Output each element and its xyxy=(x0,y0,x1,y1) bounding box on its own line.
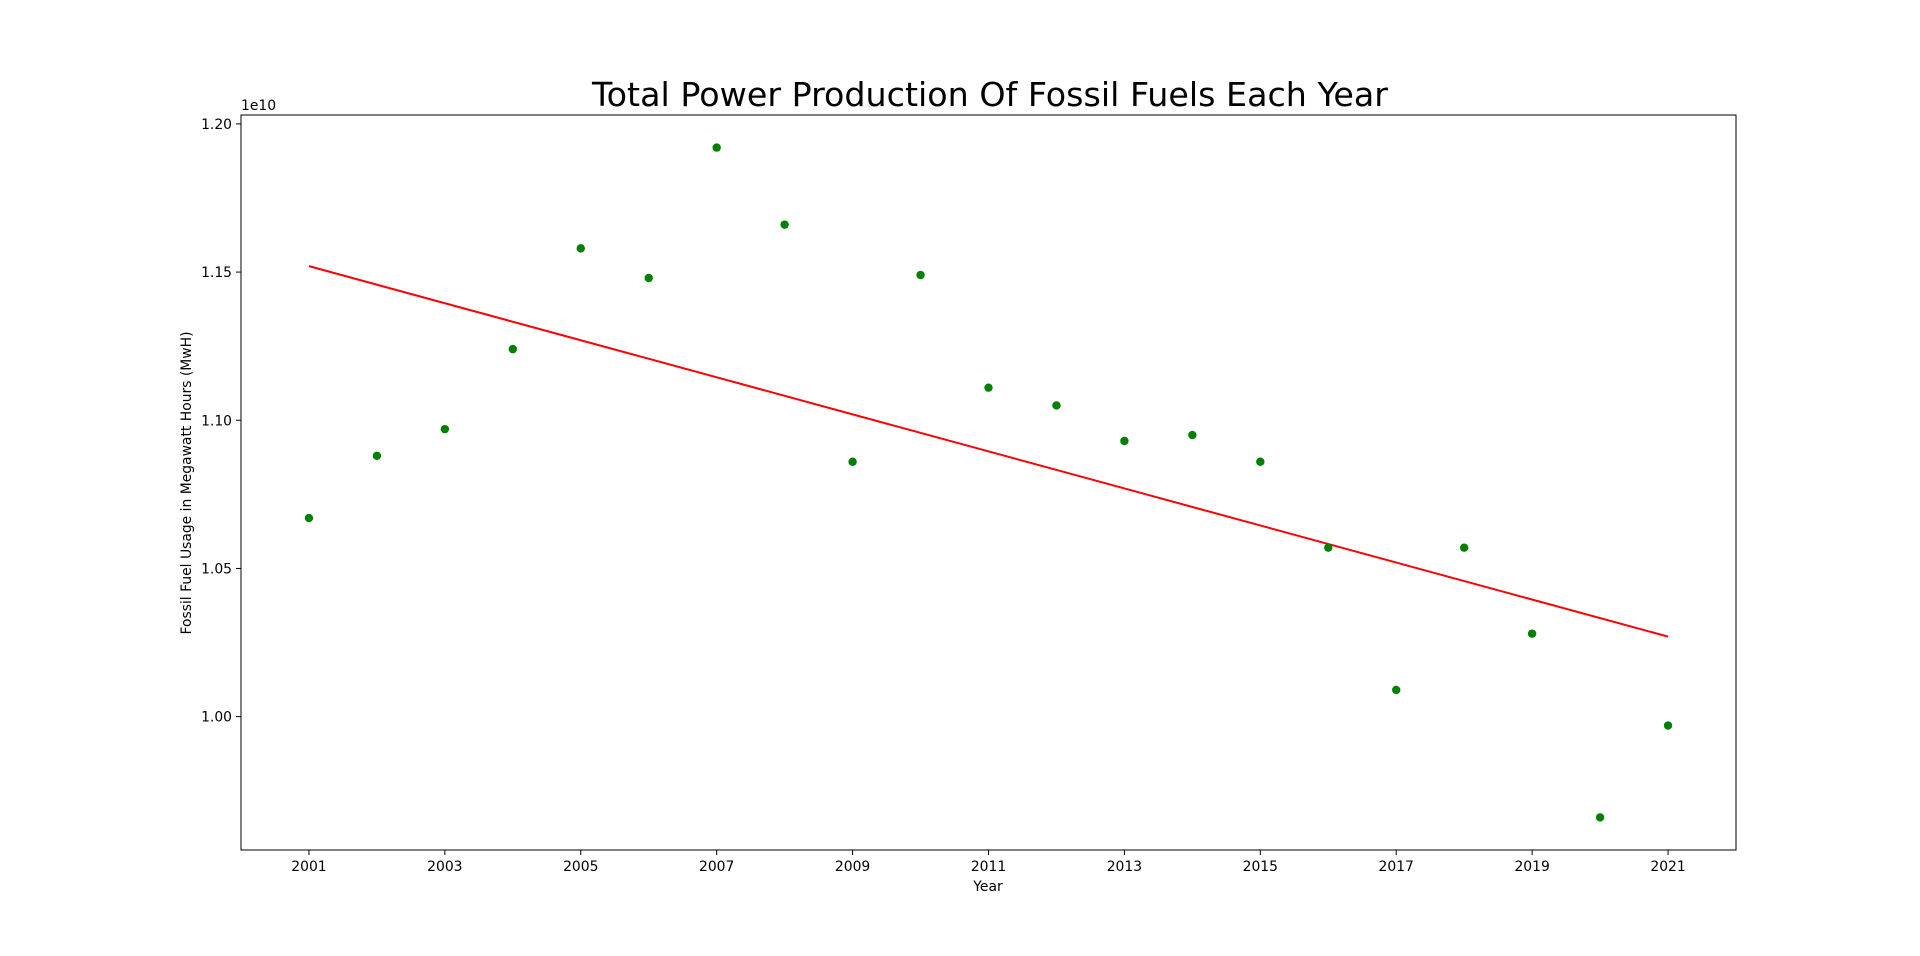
data-point xyxy=(1052,401,1061,410)
y-tick-label: 1.15 xyxy=(201,265,232,281)
x-tick-label: 2021 xyxy=(1650,859,1685,875)
y-axis-ticks: 1.00 1.05 1.10 1.15 1.20 xyxy=(201,117,241,726)
data-point xyxy=(644,273,653,283)
data-point xyxy=(1256,457,1265,466)
x-tick-label: 2001 xyxy=(291,859,326,875)
y-tick-label: 1.10 xyxy=(201,413,232,429)
data-point xyxy=(1324,543,1333,552)
y-tick-label: 1.20 xyxy=(201,117,232,133)
x-tick-label: 2007 xyxy=(699,859,734,875)
data-point xyxy=(508,344,518,354)
data-point xyxy=(1188,430,1197,440)
data-point xyxy=(1527,629,1537,638)
y-axis-label: Fossil Fuel Usage in Megawatt Hours (MwH… xyxy=(179,331,195,634)
y-tick-label: 1.05 xyxy=(201,561,232,577)
scatter-points-layer xyxy=(304,143,1673,822)
data-point xyxy=(712,143,721,152)
y-axis-offset-label: 1e10 xyxy=(241,98,276,114)
data-point xyxy=(576,244,585,253)
data-point xyxy=(1459,543,1469,552)
data-point xyxy=(1120,436,1129,446)
trend-line xyxy=(308,265,1669,638)
x-tick-label: 2003 xyxy=(427,859,462,875)
data-point xyxy=(1392,685,1401,695)
data-point xyxy=(1663,721,1673,730)
x-tick-label: 2009 xyxy=(835,859,870,875)
data-point xyxy=(916,270,925,280)
plot-area-frame xyxy=(240,114,1737,851)
data-point xyxy=(440,424,450,434)
data-point xyxy=(848,457,857,466)
x-tick-label: 2015 xyxy=(1243,859,1278,875)
x-tick-label: 2005 xyxy=(563,859,598,875)
x-tick-label: 2017 xyxy=(1379,859,1414,875)
chart-title: Total Power Production Of Fossil Fuels E… xyxy=(591,75,1388,114)
x-tick-label: 2011 xyxy=(971,859,1006,875)
data-point xyxy=(1595,813,1605,822)
data-point xyxy=(984,383,993,392)
x-axis-label: Year xyxy=(972,879,1003,895)
data-point xyxy=(780,220,789,229)
x-axis-ticks: 2001 2003 2005 2007 2009 2011 2013 2015 2017 2019… xyxy=(291,850,1686,875)
y-tick-label: 1.00 xyxy=(201,710,232,726)
x-tick-label: 2019 xyxy=(1514,859,1549,875)
data-point xyxy=(304,513,314,523)
data-point xyxy=(372,451,382,461)
trend-line-layer xyxy=(308,265,1669,638)
x-tick-label: 2013 xyxy=(1107,859,1142,875)
